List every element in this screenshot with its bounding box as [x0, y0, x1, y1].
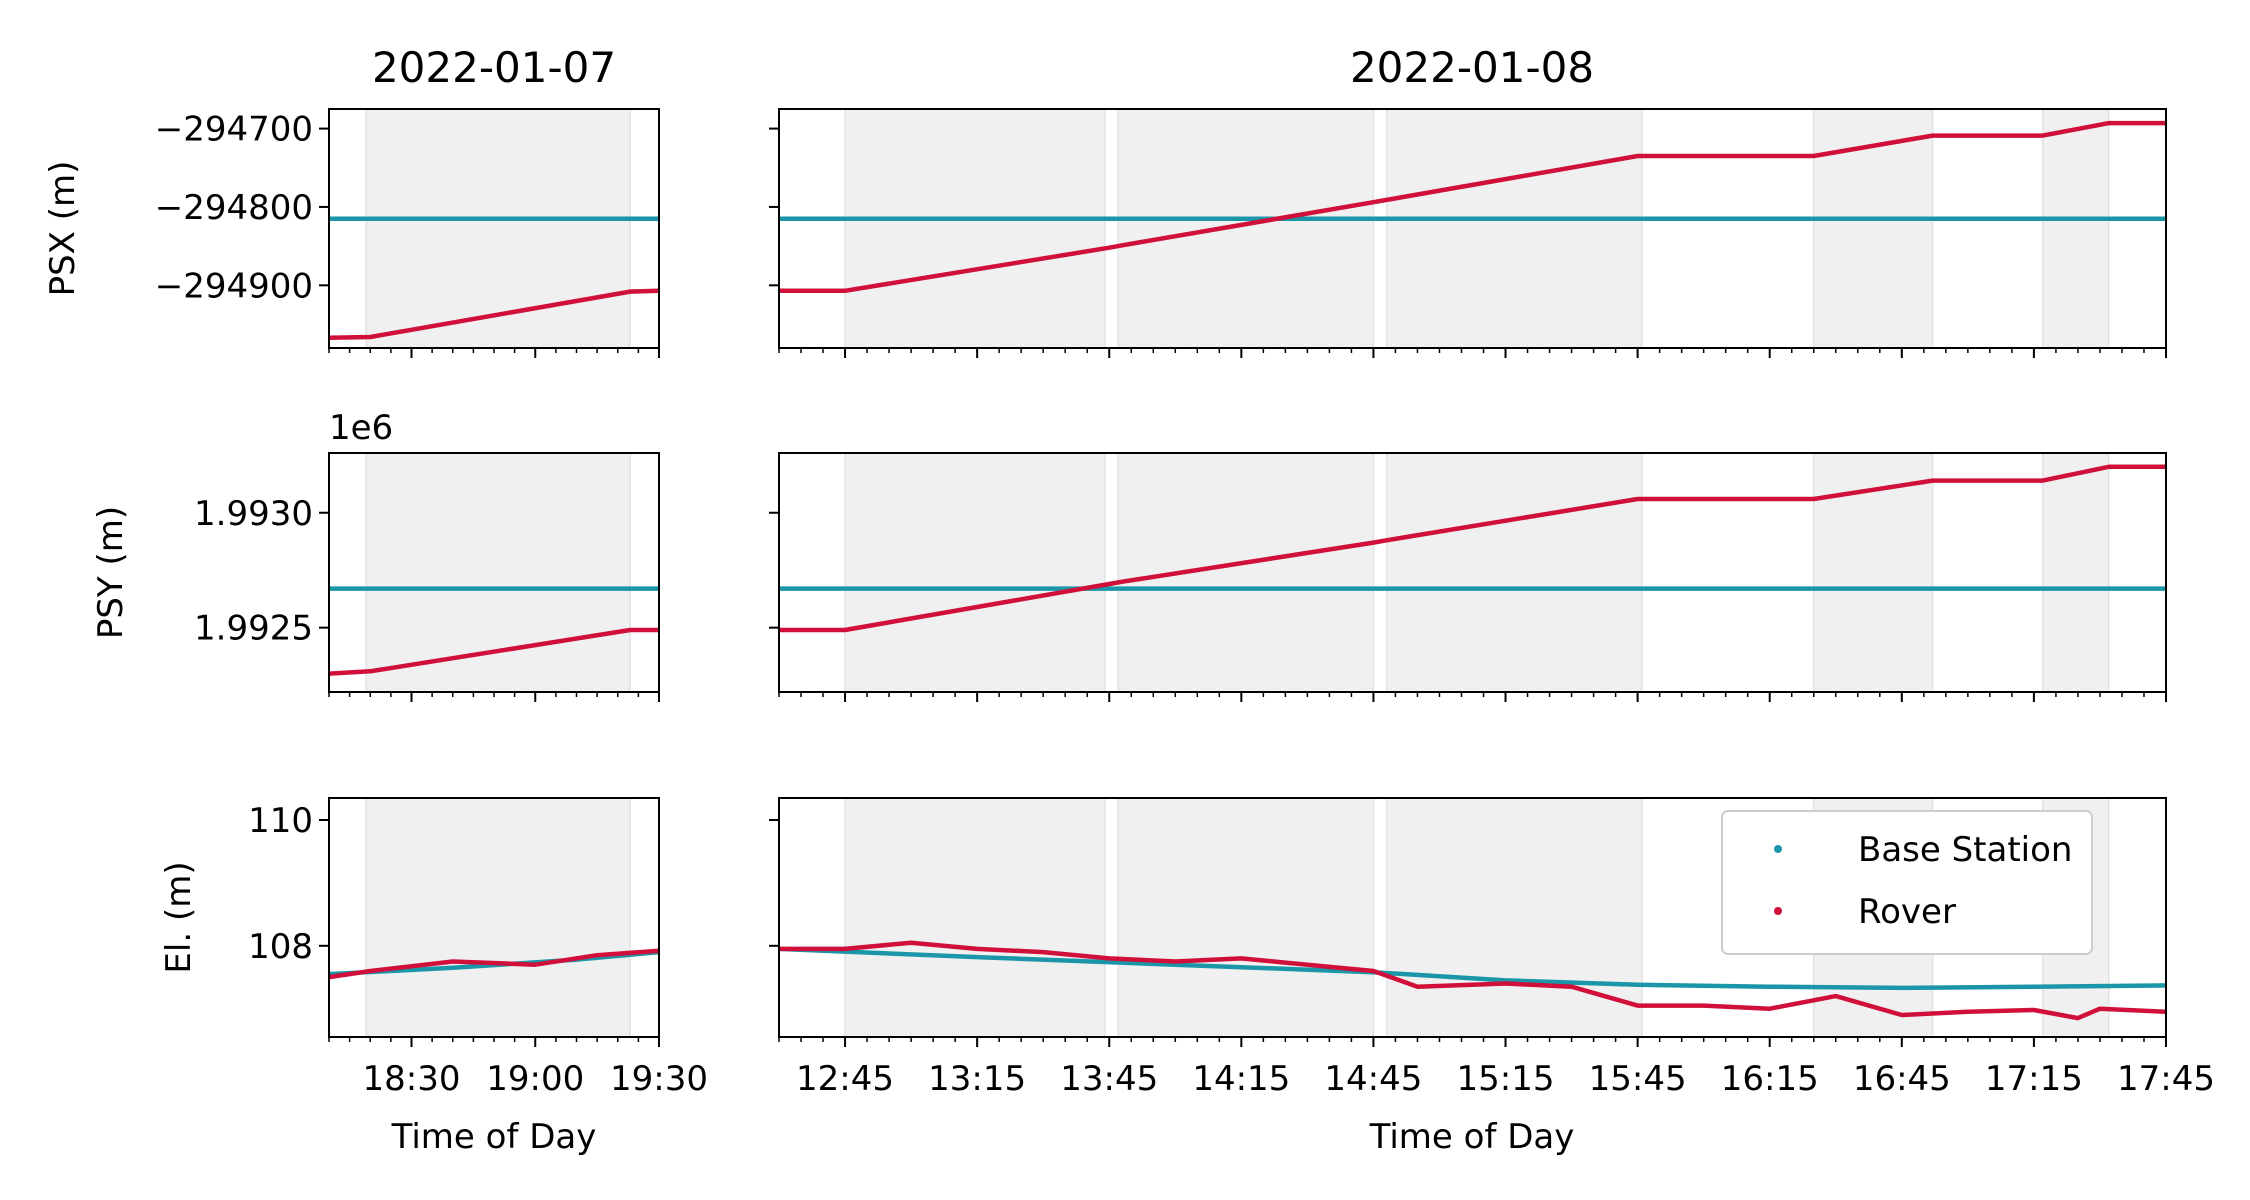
shaded-period-1 [365, 452, 631, 693]
x-tick-label: 19:00 [486, 1059, 584, 1099]
rover-series [779, 464, 2166, 633]
y-tick-label: −294800 [155, 188, 313, 228]
left-x-axis-label: Time of Day [391, 1117, 597, 1157]
series-group [779, 940, 2166, 1021]
x-tick-label: 17:15 [1985, 1059, 2083, 1099]
x-tick-label: 12:45 [796, 1059, 894, 1099]
y-axis-label-3: El. (m) [159, 861, 199, 973]
shaded-period-3 [1385, 797, 1643, 1038]
rover-series [329, 948, 659, 980]
panel-1-left: −294700 −294800 −294900 [155, 108, 660, 358]
axes-frame [778, 108, 2167, 349]
left-date-title: 2022-01-07 [372, 43, 616, 92]
y-axis-label-2: PSY (m) [91, 506, 131, 639]
series-group [329, 586, 659, 676]
y-tick-label: 110 [248, 801, 313, 841]
x-tick-label: 16:15 [1721, 1059, 1819, 1099]
x-tick-label: 15:15 [1457, 1059, 1555, 1099]
shaded-period-2 [1117, 452, 1375, 693]
panel-2-left: 1.9930 1.9925 [194, 452, 660, 702]
series-group [779, 464, 2166, 633]
legend-frame [1721, 810, 2093, 955]
series-group [779, 120, 2166, 294]
shaded-period-1 [844, 108, 1106, 349]
x-tick-label: 19:30 [610, 1059, 708, 1099]
rover-series [779, 940, 2166, 1021]
legend-base-station-marker [1774, 845, 1782, 853]
y-tick-label: 1.9930 [194, 494, 313, 534]
shaded-period-1 [844, 452, 1106, 693]
shaded-period-1 [844, 797, 1106, 1038]
legend-rover-marker [1774, 907, 1782, 915]
x-tick-label: 13:45 [1060, 1059, 1158, 1099]
shaded-period-2 [1117, 797, 1375, 1038]
y-tick-label: −294900 [155, 266, 313, 306]
panel-2-right [769, 452, 2167, 702]
panel-3-left: 110 108 18:30 19:00 19:30 [248, 797, 708, 1099]
shaded-period-5 [2041, 108, 2110, 349]
x-tick-label: 18:30 [363, 1059, 461, 1099]
legend-base-station-label: Base Station [1858, 830, 2072, 870]
y-offset-label: 1e6 [329, 408, 393, 448]
right-date-title: 2022-01-08 [1350, 43, 1594, 92]
legend: Base Station Rover [1721, 810, 2093, 955]
rover-series [779, 120, 2166, 294]
legend-rover-label: Rover [1858, 892, 1956, 932]
x-tick-label: 13:15 [928, 1059, 1026, 1099]
series-group [329, 948, 659, 980]
y-tick-label: 1.9925 [194, 609, 313, 649]
y-tick-label: 108 [248, 927, 313, 967]
shaded-period-4 [1812, 108, 1934, 349]
axes-frame [778, 797, 2167, 1038]
y-tick-label: −294700 [155, 110, 313, 150]
x-tick-label: 14:45 [1324, 1059, 1422, 1099]
y-axis-label-1: PSX (m) [43, 161, 83, 297]
panel-1-right [769, 108, 2167, 358]
plot-panels: −294700 −294800 −294900 PSX (m) 1.9930 1.9925… [43, 108, 2215, 1099]
shaded-period-5 [2041, 452, 2110, 693]
x-tick-label: 17:45 [2117, 1059, 2215, 1099]
x-tick-label: 14:15 [1192, 1059, 1290, 1099]
x-tick-label: 16:45 [1853, 1059, 1951, 1099]
shaded-period-2 [1117, 108, 1375, 349]
shaded-period-1 [365, 108, 631, 349]
right-x-axis-label: Time of Day [1369, 1117, 1575, 1157]
x-tick-label: 15:45 [1589, 1059, 1687, 1099]
rover-series [329, 288, 659, 341]
rover-series [329, 627, 659, 676]
series-group [329, 216, 659, 341]
base-station-series [779, 946, 2166, 991]
shaded-period-3 [1385, 108, 1643, 349]
shaded-period-4 [1812, 452, 1934, 693]
shaded-period-1 [365, 797, 631, 1038]
shaded-period-3 [1385, 452, 1643, 693]
axes-frame [778, 452, 2167, 693]
